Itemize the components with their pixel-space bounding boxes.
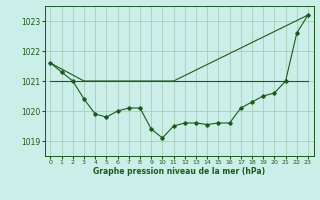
X-axis label: Graphe pression niveau de la mer (hPa): Graphe pression niveau de la mer (hPa) — [93, 167, 265, 176]
